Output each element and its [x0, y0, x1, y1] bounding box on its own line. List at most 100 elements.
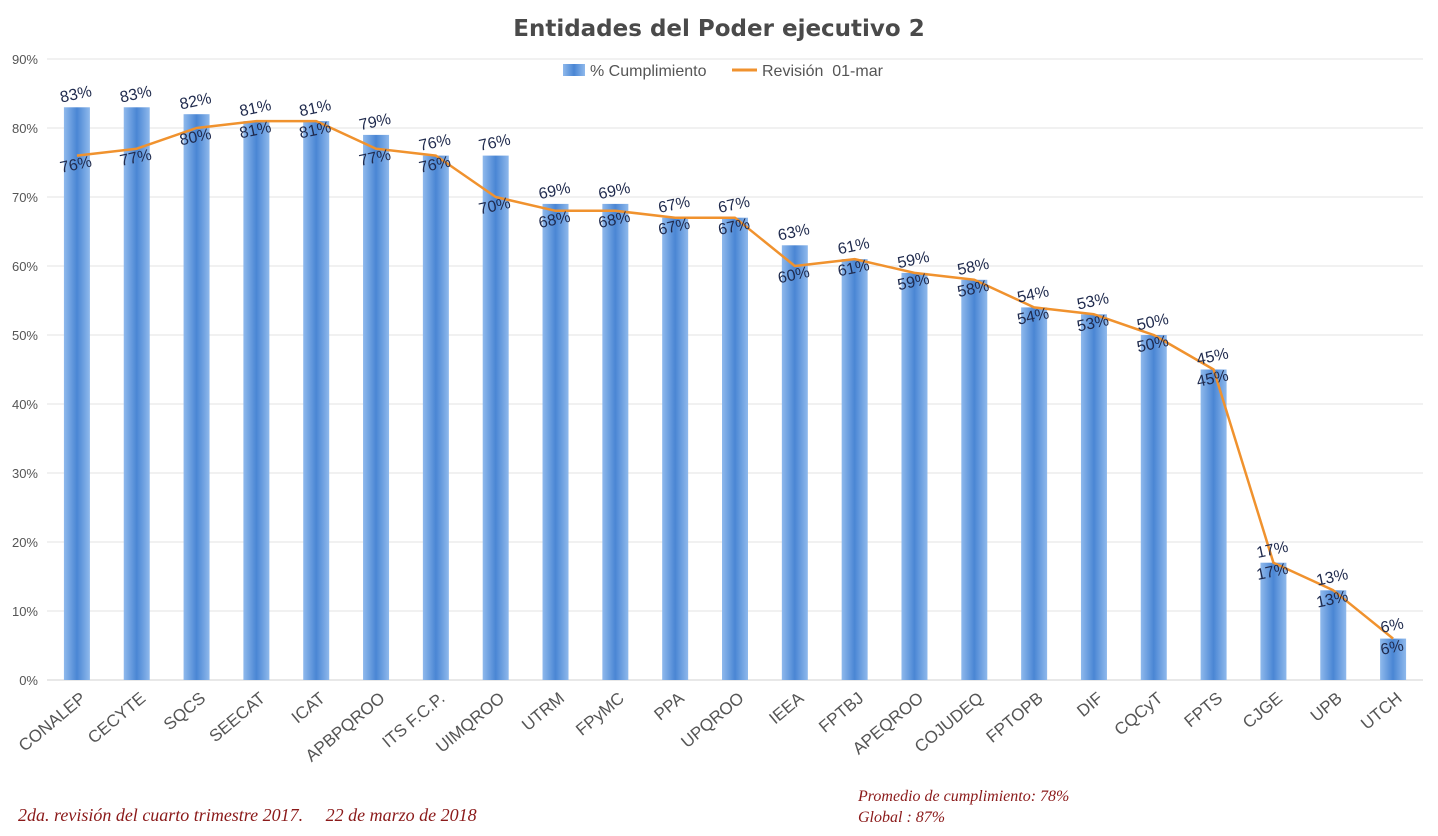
bar-value-label: 54%	[1016, 283, 1051, 306]
bar	[602, 203, 629, 680]
line-value-label: 81%	[238, 119, 273, 142]
bar	[662, 217, 689, 680]
bar-value-label: 6%	[1379, 615, 1405, 636]
bar	[183, 114, 210, 680]
legend-line-label: Revisión 01-mar	[762, 63, 884, 80]
x-tick-label: UTRM	[518, 689, 568, 735]
promedio-text: Promedio de cumplimiento: 78%	[858, 788, 1070, 805]
bar	[1021, 307, 1048, 680]
y-tick-label: 30%	[12, 466, 38, 481]
x-tick-label: PPA	[650, 688, 688, 724]
x-tick-label: FPyMC	[572, 689, 628, 740]
y-tick-label: 40%	[12, 397, 38, 412]
line-value-label: 59%	[896, 271, 931, 294]
line-value-label: 58%	[956, 278, 991, 301]
bar-value-label: 45%	[1195, 345, 1230, 368]
bar	[1200, 369, 1227, 680]
bar-value-label: 81%	[298, 97, 333, 120]
bar	[123, 107, 150, 681]
bar	[1140, 335, 1167, 680]
bar	[841, 259, 868, 680]
x-tick-label: DIF	[1073, 689, 1106, 721]
x-tick-label: UTCH	[1357, 689, 1405, 734]
legend: % Cumplimiento Revisión 01-mar	[563, 63, 884, 80]
y-tick-label: 60%	[12, 259, 38, 274]
bar-value-label: 59%	[896, 249, 931, 272]
bar	[422, 155, 449, 681]
bar-value-label: 17%	[1255, 539, 1290, 562]
line-value-label: 17%	[1255, 561, 1290, 584]
bar-value-label: 50%	[1135, 311, 1170, 334]
line-value-label: 80%	[178, 126, 213, 149]
line-value-label: 67%	[657, 216, 692, 239]
line-value-label: 76%	[418, 154, 453, 177]
bar	[1380, 638, 1407, 680]
x-tick-label: UPB	[1307, 689, 1346, 726]
line-value-label: 13%	[1315, 588, 1350, 611]
bar-value-label: 69%	[537, 180, 572, 203]
x-tick-label: CQCyT	[1111, 689, 1167, 740]
bar-value-label: 58%	[956, 256, 991, 279]
x-tick-label: SQCS	[160, 689, 209, 735]
chart-title: Entidades del Poder ejecutivo 2	[513, 16, 925, 42]
y-tick-label: 80%	[12, 121, 38, 136]
bar-value-label: 13%	[1315, 566, 1350, 589]
x-tick-label: SEECAT	[206, 689, 269, 746]
bar-value-label: 83%	[118, 83, 153, 106]
revision-line	[76, 119, 1394, 640]
x-tick-label: CONALEP	[15, 689, 89, 756]
line-value-label: 6%	[1379, 637, 1405, 658]
line-value-label: 81%	[298, 119, 333, 142]
bar	[243, 121, 270, 681]
bar	[781, 245, 808, 681]
bar-value-label: 76%	[477, 132, 512, 155]
bar-value-label: 79%	[358, 111, 393, 134]
legend-bar-label: % Cumplimiento	[590, 63, 707, 80]
x-tick-label: UPQROO	[677, 689, 747, 752]
bar	[482, 155, 509, 681]
bar-value-label: 83%	[59, 83, 94, 106]
bar-value-label: 82%	[178, 90, 213, 113]
y-tick-label: 20%	[12, 535, 38, 550]
line-value-label: 61%	[836, 257, 871, 280]
y-tick-label: 10%	[12, 604, 38, 619]
line-value-label: 70%	[477, 195, 512, 218]
bar	[961, 279, 988, 680]
bar	[722, 217, 748, 680]
bar	[363, 134, 390, 680]
line-value-label: 77%	[118, 147, 153, 170]
line-value-label: 54%	[1016, 305, 1051, 328]
bar	[1080, 314, 1107, 680]
x-tick-label: CJGE	[1239, 689, 1286, 733]
footer-revision-note: 2da. revisión del cuarto trimestre 2017.…	[18, 805, 477, 825]
bar	[1260, 562, 1287, 680]
line-value-label: 68%	[537, 209, 572, 232]
line-value-label: 45%	[1195, 367, 1230, 390]
y-tick-label: 70%	[12, 190, 38, 205]
y-tick-label: 90%	[12, 52, 38, 67]
footer-summary: Promedio de cumplimiento: 78% Global : 8…	[858, 786, 1069, 828]
line-value-label: 68%	[597, 209, 632, 232]
line-series	[76, 119, 1394, 640]
y-tick-label: 0%	[19, 673, 38, 688]
bar-value-label: 53%	[1076, 290, 1111, 313]
x-tick-label: FPTOPB	[983, 689, 1047, 747]
line-value-label: 50%	[1135, 333, 1170, 356]
bar-value-label: 69%	[597, 180, 632, 203]
bar-value-label: 61%	[836, 235, 871, 258]
bar	[542, 203, 569, 680]
line-value-label: 60%	[776, 264, 811, 287]
global-text: Global : 87%	[858, 809, 946, 826]
bar-value-label: 67%	[717, 194, 752, 217]
x-tick-label: CECYTE	[84, 689, 149, 748]
bar	[901, 272, 928, 680]
y-axis: 0% 10% 20% 30% 40% 50% 60% 70% 80% 90%	[12, 52, 38, 688]
y-tick-label: 50%	[12, 328, 38, 343]
bar-value-label: 81%	[238, 97, 273, 120]
x-tick-label: FPTBJ	[815, 689, 867, 737]
x-tick-label: ICAT	[288, 689, 329, 728]
line-value-label: 67%	[717, 216, 752, 239]
data-labels: 83% 83% 82% 81% 81%79%76% 76%69% 69%67% 67%63%6…	[59, 83, 1406, 659]
